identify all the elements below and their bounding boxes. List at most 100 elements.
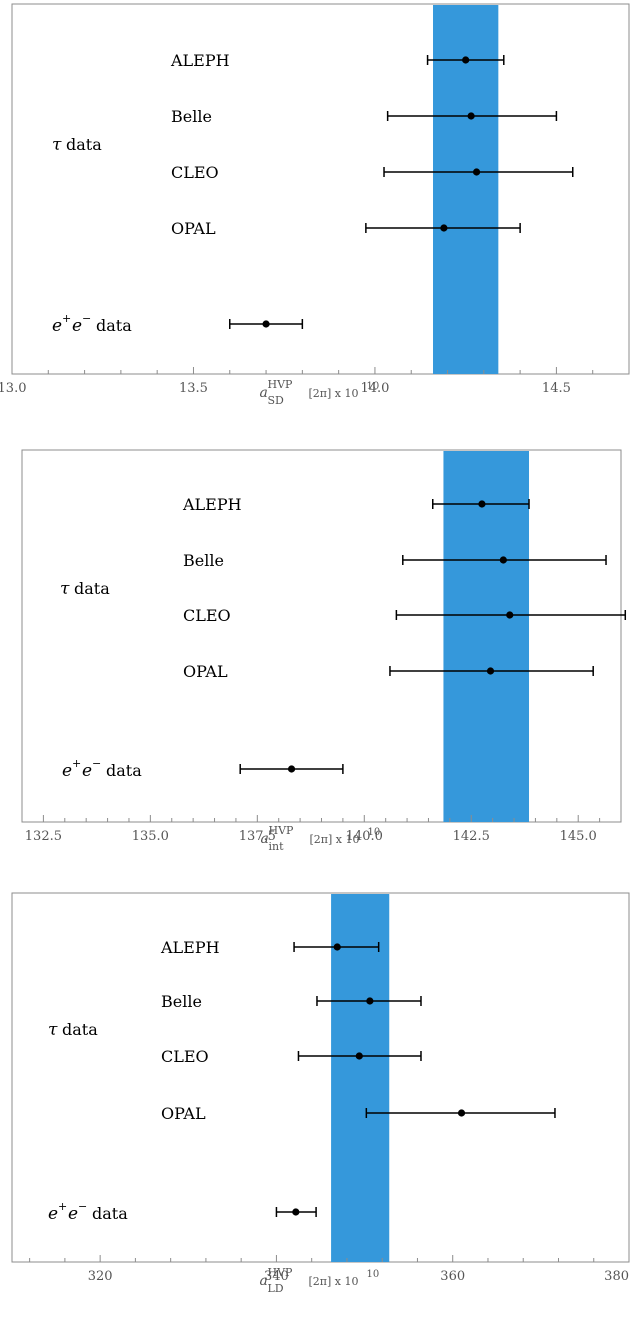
point-marker — [457, 1109, 466, 1117]
x-axis-label-symbol: a — [260, 1273, 268, 1289]
plus-sign: + — [62, 312, 71, 325]
minus-sign: − — [78, 1200, 87, 1213]
plot-frame — [11, 3, 630, 375]
ee-data-text: data — [92, 1204, 128, 1223]
x-tick-label: 320 — [88, 1269, 113, 1284]
x-axis-ticks: 132.5 135.0 137.5 140.0 142.5 145.0 — [21, 815, 622, 844]
tau-data-label: τ data — [60, 579, 110, 599]
ee-data-label: e + e − data — [48, 1200, 128, 1224]
point-marker — [287, 765, 296, 773]
x-axis-label-subscript: SD — [268, 394, 285, 407]
data-point-ee — [229, 319, 304, 329]
x-tick-label: 142.5 — [453, 829, 490, 844]
point-marker — [462, 56, 470, 64]
x-tick-label: 380 — [604, 1269, 629, 1284]
electron-symbol: e — [62, 761, 72, 781]
plus-sign: + — [72, 757, 81, 770]
x-axis-label-exponent: 10 — [367, 1269, 380, 1280]
data-point-ee — [275, 1207, 317, 1217]
x-tick-label: 145.0 — [560, 829, 597, 844]
x-axis-label-exponent: 10 — [367, 381, 380, 392]
experiment-label: ALEPH — [160, 938, 220, 957]
average-band — [443, 451, 530, 822]
x-tick-label: 137.5 — [239, 829, 276, 844]
experiment-label: CLEO — [161, 1047, 209, 1066]
tau-symbol: τ — [60, 579, 70, 599]
tau-symbol: τ — [52, 135, 62, 155]
data-point-aleph: ALEPH — [170, 51, 505, 70]
plot-frame — [11, 892, 630, 1263]
x-axis-label-unit: [2π] x 10 — [309, 387, 359, 400]
data-point-opal: OPAL — [171, 219, 521, 238]
minus-sign: − — [82, 312, 91, 325]
data-point-belle: Belle — [161, 992, 422, 1011]
experiment-label: Belle — [183, 551, 224, 570]
x-axis-label-symbol: a — [260, 385, 268, 401]
x-tick-label: 360 — [440, 1269, 465, 1284]
ee-data-label: e + e − data — [52, 312, 132, 336]
point-marker — [355, 1052, 363, 1060]
x-axis-label-superscript: HVP — [269, 824, 295, 837]
data-point-belle: Belle — [183, 551, 607, 570]
tau-data-text: data — [66, 135, 102, 154]
tau-data-label: τ data — [48, 1020, 98, 1040]
x-axis-label-symbol: a — [261, 831, 269, 847]
experiment-label: CLEO — [171, 163, 219, 182]
ee-data-label: e + e − data — [62, 757, 142, 781]
data-point-opal: OPAL — [183, 662, 594, 681]
tau-data-text: data — [62, 1020, 98, 1039]
x-tick-label: 13.5 — [179, 381, 208, 396]
point-marker — [499, 556, 507, 564]
point-marker — [262, 320, 270, 328]
tau-data-label: τ data — [52, 135, 102, 155]
experiment-label: OPAL — [161, 1104, 206, 1123]
positron-symbol: e — [82, 761, 92, 781]
electron-symbol: e — [48, 1204, 58, 1224]
x-axis-label-subscript: LD — [268, 1282, 284, 1295]
plus-sign: + — [58, 1200, 67, 1213]
experiment-label: ALEPH — [182, 495, 242, 514]
positron-symbol: e — [72, 316, 82, 336]
x-axis-ticks: 13.0 13.5 14.0 14.5 — [0, 367, 630, 396]
data-point-opal: OPAL — [161, 1104, 556, 1123]
data-point-cleo: CLEO — [183, 606, 627, 625]
experiment-label: ALEPH — [170, 51, 230, 70]
data-point-aleph: ALEPH — [182, 495, 530, 514]
electron-symbol: e — [52, 316, 62, 336]
experiment-label: CLEO — [183, 606, 231, 625]
x-axis-label-unit: [2π] x 10 — [310, 833, 360, 846]
x-axis-ticks: 320 340 360 380 — [29, 1255, 630, 1284]
point-marker — [478, 500, 486, 508]
experiment-label: OPAL — [171, 219, 216, 238]
minus-sign: − — [92, 757, 101, 770]
experiment-label: OPAL — [183, 662, 228, 681]
x-axis-label-exponent: 10 — [368, 827, 381, 838]
x-tick-label: 13.0 — [0, 381, 26, 396]
average-band — [331, 894, 390, 1262]
ee-data-text: data — [96, 316, 132, 335]
tau-data-text: data — [74, 579, 110, 598]
x-tick-label: 14.0 — [360, 381, 389, 396]
x-axis-label-subscript: int — [269, 840, 285, 853]
point-marker — [467, 112, 475, 120]
point-marker — [440, 224, 448, 232]
point-marker — [506, 611, 514, 619]
data-point-cleo: CLEO — [161, 1047, 422, 1066]
data-point-cleo: CLEO — [171, 163, 574, 182]
point-marker — [366, 997, 374, 1005]
x-tick-label: 340 — [264, 1269, 289, 1284]
tau-symbol: τ — [48, 1020, 58, 1040]
point-marker — [292, 1208, 300, 1216]
data-point-ee — [239, 764, 344, 774]
ee-data-text: data — [106, 761, 142, 780]
x-tick-label: 140.0 — [346, 829, 383, 844]
x-tick-label: 14.5 — [542, 381, 571, 396]
experiment-label: Belle — [171, 107, 212, 126]
x-tick-label: 135.0 — [132, 829, 169, 844]
point-marker — [472, 168, 481, 176]
